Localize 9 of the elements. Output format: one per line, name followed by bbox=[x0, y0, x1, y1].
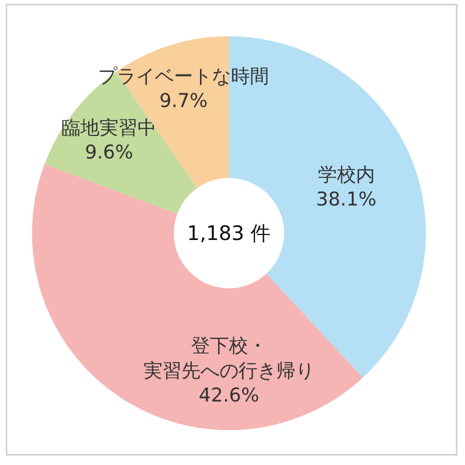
data-label: 9.6% bbox=[84, 141, 134, 164]
slice-label: 臨地実習中 bbox=[62, 116, 156, 139]
data-label: 42.6% bbox=[198, 384, 260, 407]
data-label: 9.7% bbox=[159, 90, 208, 112]
slice-label: 登下校・実習先への行き帰り bbox=[143, 335, 314, 382]
slice-label: 学校内 bbox=[318, 164, 375, 186]
text: 1,183 件 bbox=[187, 221, 271, 245]
data-label: 38.1% bbox=[316, 188, 376, 211]
slice-label: プライベートな時間 bbox=[98, 65, 270, 88]
